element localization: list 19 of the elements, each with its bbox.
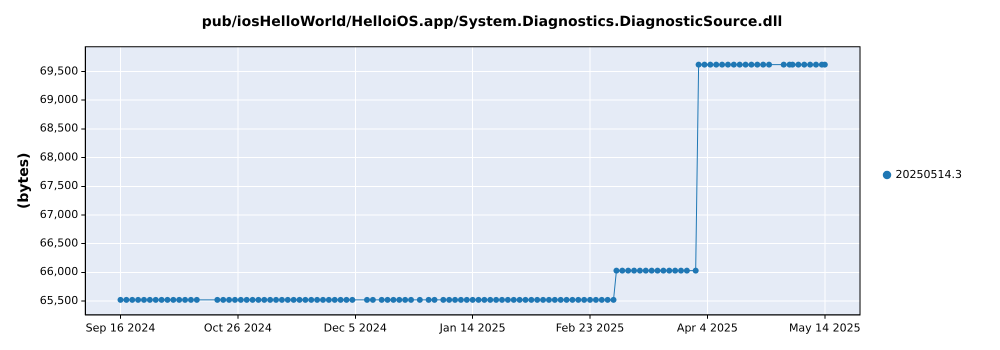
y-tick-label: 69,000 <box>40 93 78 106</box>
x-tick-label: May 14 2025 <box>788 321 861 334</box>
chart-title: pub/iosHelloWorld/HelloiOS.app/System.Diagnostics.DiagnosticSource.dll <box>202 14 782 30</box>
y-tick-label: 65,500 <box>40 294 78 307</box>
y-tick-label: 69,500 <box>40 64 78 78</box>
y-tick-label: 67,000 <box>40 208 78 221</box>
x-tick-label: Sep 16 2024 <box>86 321 156 334</box>
x-tick-label: Dec 5 2024 <box>324 321 387 334</box>
x-tick-label: Jan 14 2025 <box>438 321 506 334</box>
x-tick-label: Apr 4 2025 <box>676 321 738 334</box>
x-tick-label: Feb 23 2025 <box>556 321 624 334</box>
y-axis-title: (bytes) <box>16 152 32 210</box>
legend-label: 20250514.3 <box>896 168 962 181</box>
y-tick-label: 66,000 <box>40 265 78 278</box>
y-tick-label: 67,500 <box>40 179 78 192</box>
x-tick-label: Oct 26 2024 <box>204 321 272 334</box>
y-tick-label: 66,500 <box>40 236 78 250</box>
y-tick-label: 68,500 <box>40 122 78 135</box>
y-tick-label: 68,000 <box>40 150 78 164</box>
